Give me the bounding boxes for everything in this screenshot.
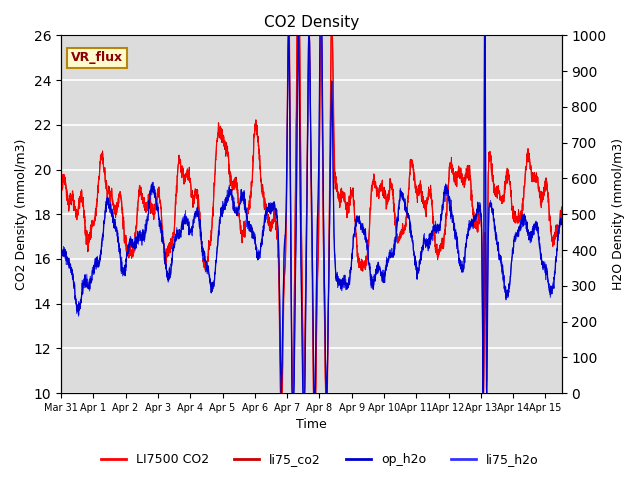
Title: CO2 Density: CO2 Density xyxy=(264,15,359,30)
X-axis label: Time: Time xyxy=(296,419,326,432)
Y-axis label: CO2 Density (mmol/m3): CO2 Density (mmol/m3) xyxy=(15,139,28,290)
Y-axis label: H2O Density (mmol/m3): H2O Density (mmol/m3) xyxy=(612,138,625,290)
Text: VR_flux: VR_flux xyxy=(71,51,123,64)
Legend: LI7500 CO2, li75_co2, op_h2o, li75_h2o: LI7500 CO2, li75_co2, op_h2o, li75_h2o xyxy=(96,448,544,471)
